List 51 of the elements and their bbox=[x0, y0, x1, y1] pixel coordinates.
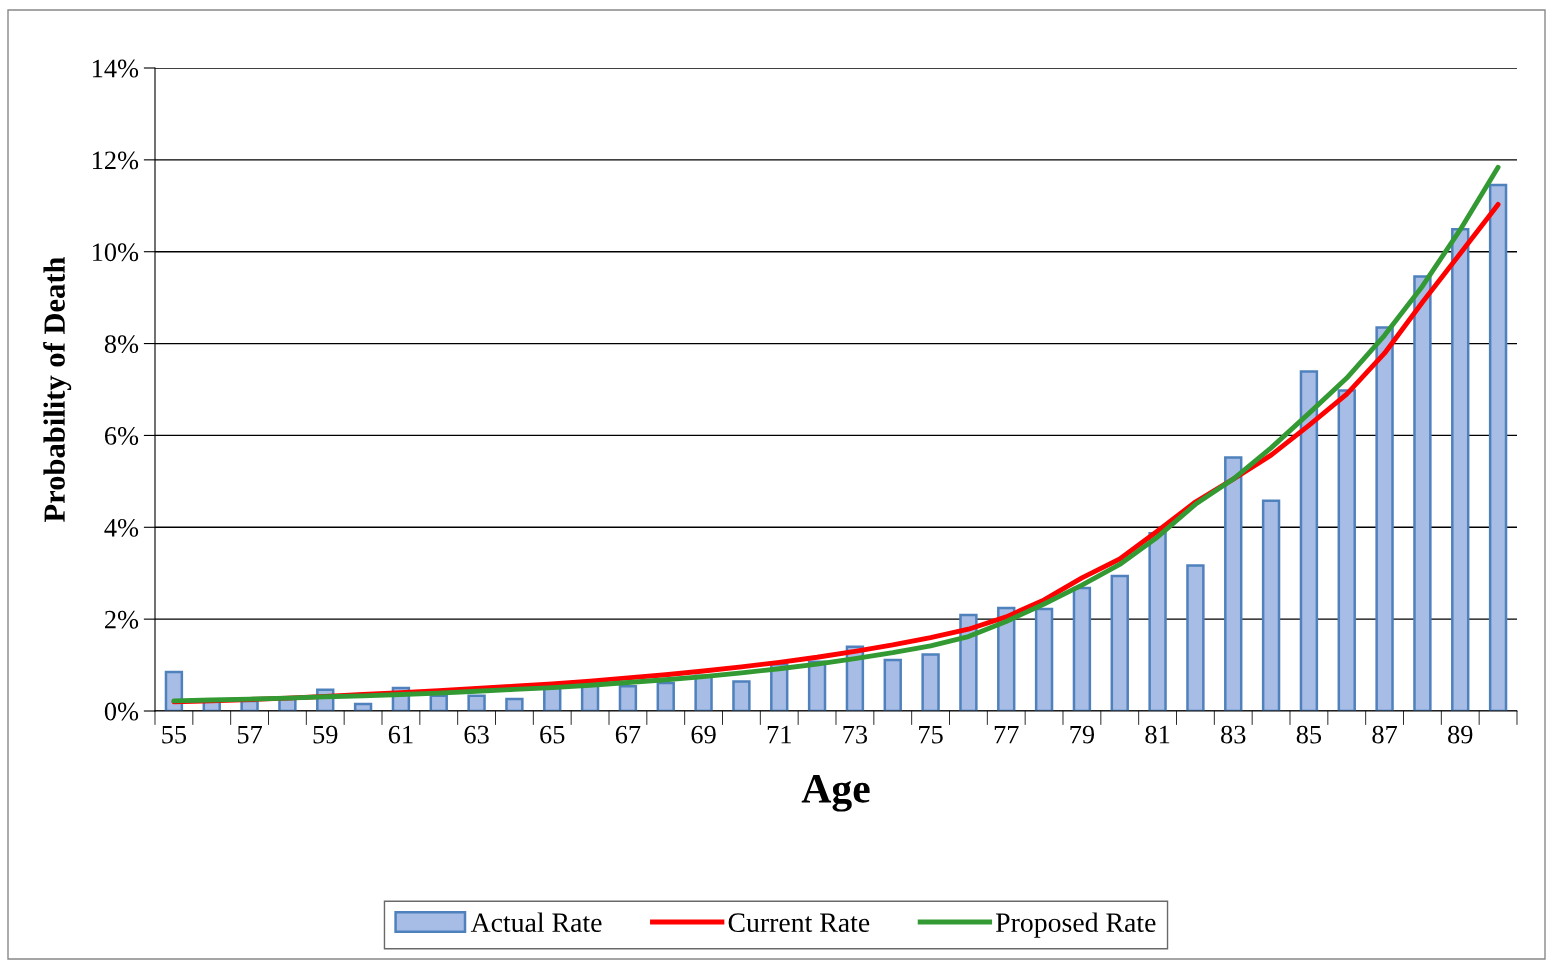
bar bbox=[1299, 370, 1319, 711]
bar bbox=[505, 697, 524, 711]
x-tick-label: 81 bbox=[1145, 725, 1170, 744]
legend-label: Actual Rate bbox=[470, 912, 602, 933]
bar bbox=[618, 684, 638, 711]
bar bbox=[1337, 389, 1356, 711]
x-tick-label: 63 bbox=[464, 725, 489, 744]
x-tick-label: 55 bbox=[162, 725, 187, 744]
x-tick-label: 65 bbox=[540, 725, 565, 744]
y-tick-label: 6% bbox=[104, 427, 139, 445]
x-tick-label: 57 bbox=[237, 725, 263, 744]
x-tick-label: 75 bbox=[919, 725, 943, 744]
x-axis-title: Age bbox=[801, 774, 870, 812]
y-tick-label: 14% bbox=[92, 59, 139, 78]
x-tick-label: 61 bbox=[388, 725, 413, 744]
y-axis-title: Probability of Death bbox=[43, 256, 72, 522]
y-tick-label: 2% bbox=[105, 610, 139, 629]
y-tick-label: 0% bbox=[104, 702, 139, 721]
bar bbox=[883, 658, 902, 711]
bar bbox=[1034, 607, 1054, 711]
x-tick-label: 69 bbox=[691, 725, 716, 744]
x-tick-label: 79 bbox=[1070, 725, 1095, 744]
bar bbox=[1072, 586, 1092, 711]
legend-label: Proposed Rate bbox=[995, 912, 1156, 938]
bar bbox=[1451, 227, 1470, 711]
bar bbox=[1186, 564, 1205, 711]
x-tick-label: 71 bbox=[767, 725, 791, 744]
y-tick-label: 12% bbox=[92, 151, 139, 170]
bar bbox=[1375, 326, 1394, 711]
bar bbox=[1261, 499, 1281, 711]
x-tick-label: 83 bbox=[1221, 725, 1246, 744]
x-tick-label: 89 bbox=[1448, 725, 1473, 744]
x-tick-label: 85 bbox=[1296, 725, 1322, 744]
x-tick-label: 77 bbox=[994, 725, 1019, 744]
bar bbox=[732, 680, 751, 711]
x-tick-label: 73 bbox=[843, 725, 868, 744]
bar bbox=[1148, 532, 1167, 711]
legend-label: Current Rate bbox=[728, 913, 870, 933]
bar bbox=[656, 681, 675, 711]
bar bbox=[467, 694, 486, 711]
bar bbox=[1413, 275, 1432, 711]
y-tick-label: 10% bbox=[92, 243, 139, 262]
x-tick-label: 67 bbox=[615, 725, 641, 744]
x-tick-label: 87 bbox=[1372, 725, 1398, 744]
bar bbox=[921, 653, 940, 711]
x-tick-label: 59 bbox=[313, 725, 338, 744]
bar bbox=[1488, 183, 1508, 711]
bar bbox=[1224, 456, 1243, 711]
bar bbox=[1110, 574, 1129, 711]
y-tick-label: 4% bbox=[104, 518, 139, 537]
y-tick-label: 8% bbox=[104, 335, 139, 354]
